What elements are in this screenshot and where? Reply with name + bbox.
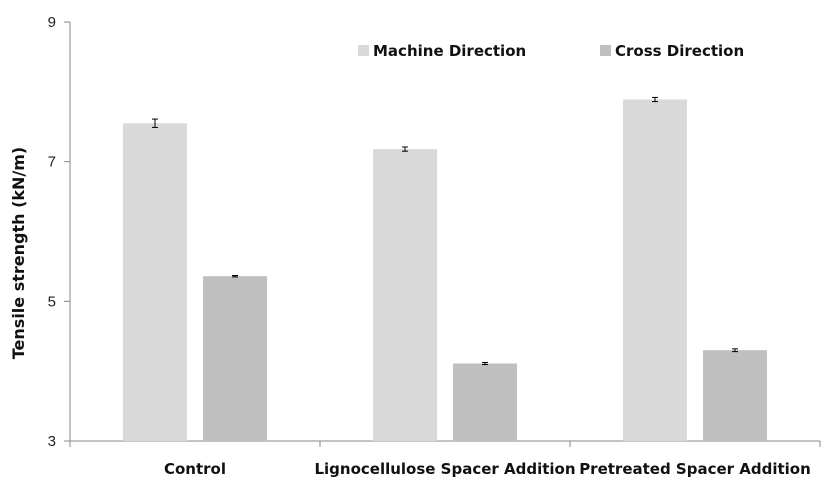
legend-label: Machine Direction: [373, 42, 526, 60]
category-label: Control: [164, 460, 226, 478]
bar-cross-direction: [203, 276, 267, 441]
category-label: Pretreated Spacer Addition: [579, 460, 811, 478]
legend-swatch: [358, 45, 369, 56]
category-labels: Control Lignocellulose Spacer Addition Pre…: [164, 460, 811, 478]
y-tick-label: 9: [48, 14, 56, 31]
bar-machine-direction: [123, 123, 187, 441]
bar-machine-direction: [373, 149, 437, 441]
legend-swatch: [600, 45, 611, 56]
legend: Machine Direction Cross Direction: [358, 42, 744, 60]
bar-cross-direction: [703, 350, 767, 441]
bar-cross-direction: [453, 363, 517, 441]
y-axis-title: Tensile strength (kN/m): [9, 147, 28, 359]
y-tick-label: 5: [48, 293, 56, 310]
bars: [123, 99, 767, 441]
y-tick-label: 7: [48, 154, 56, 171]
bar-machine-direction: [623, 99, 687, 441]
tick-labels: 3 5 7 9: [48, 14, 56, 450]
legend-label: Cross Direction: [615, 42, 744, 60]
category-label: Lignocellulose Spacer Addition: [314, 460, 575, 478]
y-tick-label: 3: [48, 433, 56, 450]
error-bars: [152, 96, 738, 366]
axes: [64, 21, 821, 447]
